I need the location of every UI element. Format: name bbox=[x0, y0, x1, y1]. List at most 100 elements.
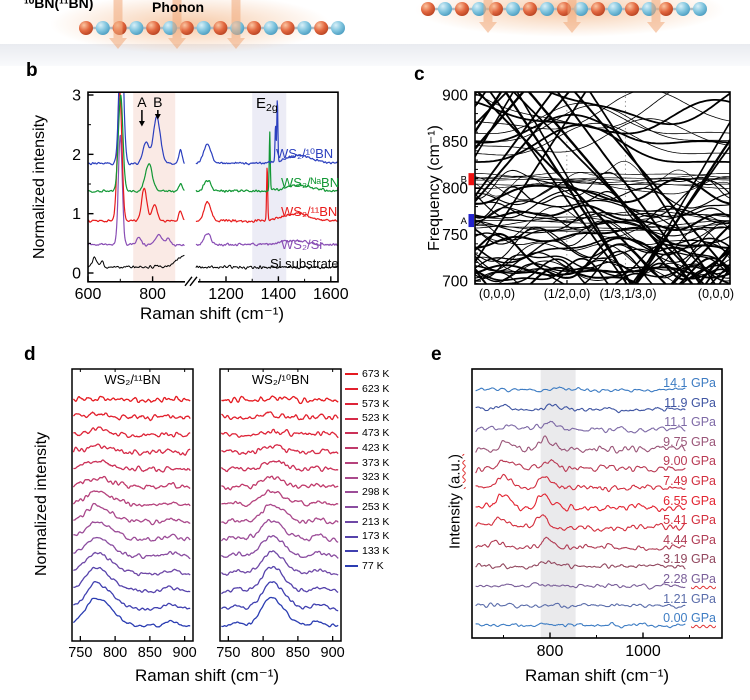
temperature-curve bbox=[221, 489, 339, 508]
pressure-label: 9.00 GPa bbox=[630, 454, 716, 468]
spectrum-curve bbox=[195, 131, 338, 193]
panel-d-curves-1 bbox=[220, 395, 339, 628]
temperature-curve bbox=[72, 411, 191, 422]
pressure-unit: GPa bbox=[690, 376, 716, 390]
phonon-arrow-head bbox=[109, 38, 127, 49]
tick-label: 600 bbox=[75, 286, 102, 303]
temperature-curve bbox=[221, 395, 339, 405]
legend-label: 423 K bbox=[362, 441, 390, 454]
spectrum-curve bbox=[88, 134, 185, 247]
temperature-curve bbox=[73, 580, 191, 611]
temperature-curve bbox=[72, 443, 191, 456]
legend-label: 323 K bbox=[362, 471, 390, 484]
legend-item: 623 K bbox=[345, 382, 389, 397]
pressure-label: 0.00 GPa bbox=[630, 611, 716, 625]
tick-label: (1/2,0,0) bbox=[544, 287, 591, 301]
boron-atom bbox=[455, 2, 469, 16]
temperature-curve bbox=[72, 490, 191, 507]
pressure-unit: GPa bbox=[690, 572, 716, 586]
temperature-curve bbox=[220, 428, 339, 439]
pressure-value: 5.41 bbox=[663, 513, 691, 528]
legend-item: 673 K bbox=[345, 367, 389, 382]
temperature-curve bbox=[72, 475, 191, 490]
phonon-arrow bbox=[231, 0, 241, 38]
pressure-value: 0.00 bbox=[663, 611, 691, 626]
spectrum-curve bbox=[88, 254, 185, 269]
pressure-curve bbox=[475, 493, 686, 513]
boron-atom bbox=[213, 21, 228, 35]
phonon-arrow bbox=[651, 0, 661, 22]
boron-atom bbox=[280, 21, 295, 35]
tick-label: 900 bbox=[321, 645, 345, 661]
isotope-label: ¹⁰BN(¹¹BN) bbox=[24, 0, 94, 11]
pressure-unit: GPa bbox=[690, 454, 716, 469]
marker-a bbox=[468, 214, 474, 228]
panel-c-plot: 700 750 800 850 900 (0,0,0) (1/2,0,0) (1/3,1/3,… bbox=[442, 88, 734, 302]
pressure-unit: GPa bbox=[690, 493, 716, 508]
temperature-curve bbox=[220, 518, 339, 543]
spectrum-curve bbox=[195, 232, 338, 247]
legend-swatch bbox=[345, 520, 358, 523]
legend-swatch bbox=[345, 491, 358, 494]
pressure-label: 5.41 GPa bbox=[630, 513, 716, 527]
legend-label: 573 K bbox=[362, 397, 390, 410]
nitrogen-atom bbox=[506, 2, 520, 16]
pressure-value: 11.1 bbox=[664, 415, 691, 430]
pressure-label: 1.21 GPa bbox=[630, 592, 716, 606]
panel-e-plot: 800 1000 bbox=[471, 368, 723, 660]
pressure-unit: GPa bbox=[690, 415, 716, 430]
pressure-label: 11.9 GPa bbox=[630, 396, 716, 410]
temperature-curve bbox=[73, 521, 191, 542]
temperature-curve bbox=[221, 565, 339, 595]
phonon-arrow bbox=[483, 0, 493, 22]
tick-label: 750 bbox=[68, 645, 92, 661]
legend-item: 373 K bbox=[345, 456, 389, 471]
temperature-curve bbox=[220, 459, 339, 473]
panel-d-plot: 750 800 850 900 750 800 850 900 bbox=[68, 368, 345, 661]
legend-label: 173 K bbox=[362, 530, 390, 543]
spectrum-curve bbox=[88, 92, 185, 166]
pressure-value: 14.1 bbox=[663, 376, 691, 390]
series-label-ws2-nabn: WS₂/ᴺᵃBN bbox=[281, 175, 340, 190]
panel-c-letter: c bbox=[414, 64, 425, 85]
panel-c-y-axis-title: Frequency (cm⁻¹) bbox=[426, 125, 443, 251]
highlight-band bbox=[252, 92, 287, 282]
nitrogen-atom bbox=[608, 2, 622, 16]
nitrogen-atom bbox=[263, 21, 278, 35]
temperature-curve bbox=[221, 503, 339, 525]
tick-label: E2g bbox=[256, 95, 278, 114]
tick-label: 750 bbox=[442, 227, 468, 244]
tick-label: 1 bbox=[72, 206, 81, 223]
nitrogen-atom bbox=[540, 2, 554, 16]
legend-item: 213 K bbox=[345, 515, 389, 530]
pressure-unit: GPa bbox=[690, 591, 716, 606]
pressure-label: 4.44 GPa bbox=[630, 533, 716, 547]
tick-label: 800 bbox=[103, 645, 127, 661]
legend-label: 373 K bbox=[362, 456, 390, 469]
spectrum-curve bbox=[195, 100, 338, 166]
boron-atom bbox=[591, 2, 605, 16]
nitrogen-atom bbox=[196, 21, 211, 35]
temperature-curve bbox=[72, 597, 191, 628]
temperature-curve bbox=[73, 502, 191, 526]
tick-label: 1000 bbox=[625, 643, 661, 660]
tick-label: 800 bbox=[139, 286, 166, 303]
panel-b-curves bbox=[88, 92, 338, 270]
pressure-value: 1.21 bbox=[663, 591, 691, 606]
boron-atom bbox=[625, 2, 639, 16]
legend-swatch bbox=[345, 506, 358, 509]
tick-label: A bbox=[137, 94, 147, 110]
pressure-curve bbox=[475, 602, 686, 609]
tick-label: (1/3,1/3,0) bbox=[600, 287, 657, 301]
nitrogen-atom bbox=[472, 2, 486, 16]
legend-item: 423 K bbox=[345, 441, 389, 456]
tick-label: 900 bbox=[173, 645, 197, 661]
panel-d-title-10bn: WS₂/¹⁰BN bbox=[251, 372, 310, 387]
nitrogen-atom bbox=[331, 21, 345, 35]
legend-label: 523 K bbox=[362, 412, 390, 425]
pressure-label: 11.1 GPa bbox=[630, 415, 716, 429]
spectrum-curve bbox=[88, 94, 185, 193]
tick-label: 0 bbox=[72, 266, 81, 283]
spectrum-curve bbox=[195, 167, 338, 224]
boron-atom bbox=[146, 21, 161, 35]
